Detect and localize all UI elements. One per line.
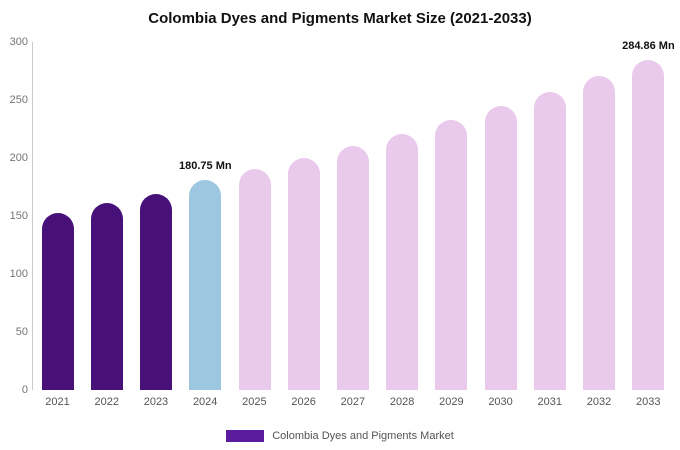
bar-2027 [337,146,369,390]
bar-2029 [435,120,468,390]
x-tick-label: 2032 [586,396,612,408]
bar-2024 [189,180,222,390]
x-tick-label: 2031 [537,396,563,408]
bar-value-label: 180.75 Mn [179,160,232,173]
x-tick-label: 2027 [340,396,366,408]
bar-2031 [533,91,566,390]
plot-area: 2021 2022 2023 2024 2025 2026 2027 2028 2029 2030… [32,40,675,408]
y-tick-label: 250 [9,94,28,106]
y-tick-label: 200 [9,152,28,164]
legend-swatch [226,430,265,442]
y-tick-label: 300 [9,36,28,48]
x-tick-label: 2024 [192,396,218,408]
y-tick-label: 50 [15,326,28,338]
x-tick-label: 2025 [242,396,267,408]
bar-2025 [238,169,271,390]
bar-value-label: 284.86 Mn [622,39,675,52]
x-tick-label: 2026 [291,396,316,408]
y-tick-label: 100 [9,268,28,280]
x-tick-label: 2022 [94,396,119,408]
bar-2021 [41,212,74,390]
bar-2033 [632,59,665,390]
x-tick-label: 2021 [45,396,70,408]
y-tick-label: 150 [9,210,28,222]
bar-2026 [287,158,320,390]
bar-2023 [140,193,173,390]
bar-2022 [90,203,123,390]
x-tick-label: 2028 [389,396,415,408]
bar-2032 [583,76,616,390]
x-tick-label: 2030 [488,396,513,408]
chart-title: Colombia Dyes and Pigments Market Size (… [148,10,532,27]
x-tick-label: 2033 [636,396,661,408]
x-tick-label: 2023 [143,396,169,408]
y-tick-label: 0 [21,384,28,396]
legend: Colombia Dyes and Pigments Market [0,430,680,442]
bar-2028 [386,133,419,390]
bar-2030 [484,106,517,390]
legend-label: Colombia Dyes and Pigments Market [272,430,454,442]
x-tick-label: 2029 [439,396,464,408]
